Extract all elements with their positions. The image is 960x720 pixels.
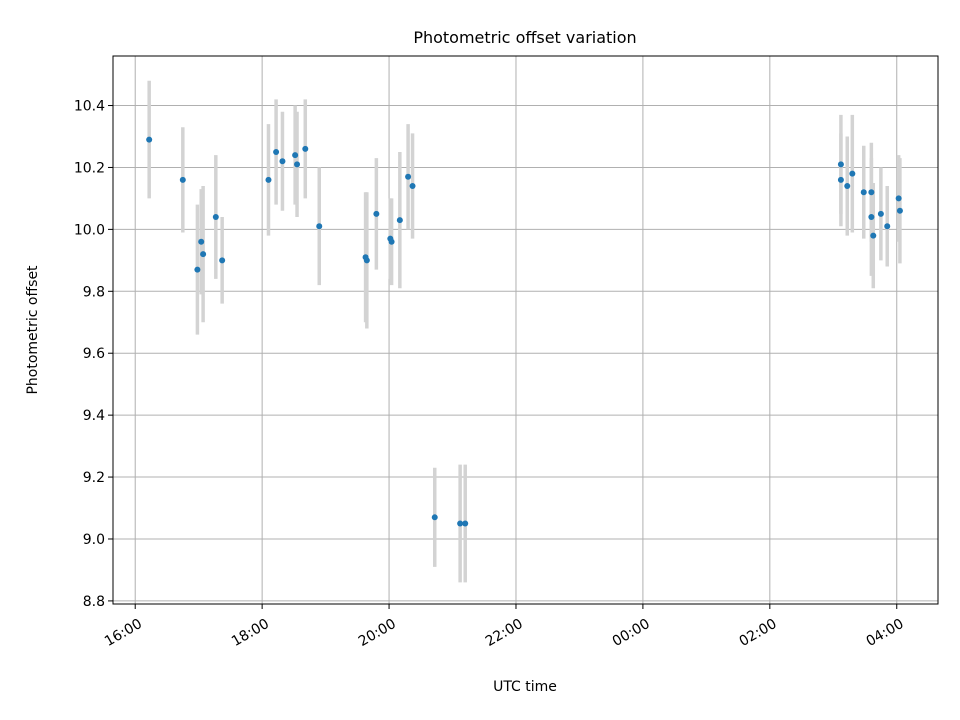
- grid: [113, 56, 938, 604]
- data-point: [219, 257, 226, 264]
- data-point: [431, 514, 438, 521]
- data-point: [273, 148, 280, 155]
- data-points: [146, 136, 903, 527]
- data-point: [396, 217, 403, 224]
- chart-title: Photometric offset variation: [413, 28, 636, 47]
- y-tick-label: 10.0: [74, 222, 105, 238]
- y-tick-label: 9.4: [83, 408, 105, 424]
- data-point: [877, 210, 884, 217]
- data-point: [868, 213, 875, 220]
- data-point: [896, 207, 903, 214]
- data-point: [146, 136, 153, 143]
- data-point: [462, 520, 469, 527]
- y-tick-label: 9.0: [83, 532, 105, 548]
- data-point: [294, 161, 301, 168]
- data-point: [194, 266, 201, 273]
- data-point: [405, 173, 412, 180]
- data-point: [870, 232, 877, 239]
- data-point: [302, 145, 309, 152]
- y-tick-label: 9.8: [83, 284, 105, 300]
- data-point: [849, 170, 856, 177]
- data-point: [179, 176, 186, 183]
- data-point: [844, 183, 851, 190]
- data-point: [316, 223, 323, 230]
- data-point: [388, 238, 395, 245]
- data-point: [837, 161, 844, 168]
- plot-frame: [112, 55, 939, 605]
- data-point: [837, 176, 844, 183]
- data-point: [409, 183, 416, 190]
- x-axis-label: UTC time: [493, 679, 557, 695]
- data-point: [884, 223, 891, 230]
- y-tick-label: 9.6: [83, 346, 105, 362]
- data-point: [895, 195, 902, 202]
- y-tick-label: 9.2: [83, 470, 105, 486]
- y-tick-label: 10.2: [74, 160, 105, 176]
- data-point: [860, 189, 867, 196]
- data-point: [457, 520, 464, 527]
- data-point: [198, 238, 205, 245]
- data-point: [363, 257, 370, 264]
- y-tick-label: 8.8: [83, 594, 105, 610]
- data-point: [868, 189, 875, 196]
- data-point: [373, 210, 380, 217]
- data-point: [279, 158, 286, 165]
- data-point: [292, 152, 299, 159]
- y-axis-label: Photometric offset: [25, 265, 41, 395]
- data-point: [212, 213, 219, 220]
- data-point: [265, 176, 272, 183]
- y-tick-label: 10.4: [74, 99, 105, 115]
- data-point: [200, 251, 207, 258]
